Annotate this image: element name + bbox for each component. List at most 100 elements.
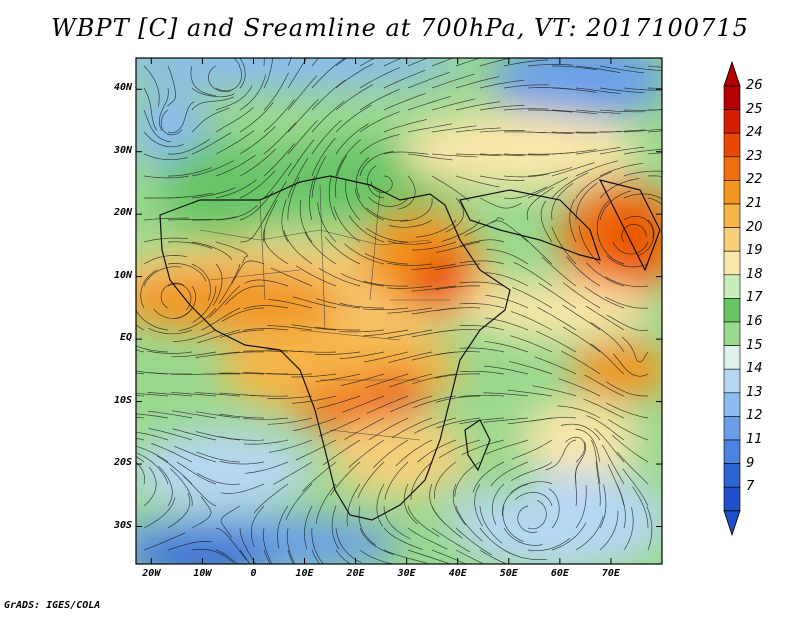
streamline bbox=[148, 327, 193, 335]
streamline bbox=[616, 451, 649, 485]
colorbar-segment bbox=[723, 463, 741, 488]
streamline bbox=[200, 307, 241, 331]
streamline bbox=[599, 190, 632, 221]
streamline bbox=[445, 197, 464, 233]
streamline bbox=[354, 188, 385, 221]
streamline bbox=[311, 100, 345, 133]
streamline bbox=[551, 109, 597, 114]
streamline bbox=[623, 170, 662, 177]
lat-label: 10S bbox=[113, 394, 132, 406]
streamline bbox=[557, 405, 601, 419]
streamline bbox=[143, 497, 176, 529]
streamline bbox=[335, 123, 369, 155]
streamline bbox=[136, 324, 145, 331]
streamline bbox=[277, 505, 289, 549]
streamline bbox=[335, 527, 362, 563]
streamline bbox=[483, 365, 529, 375]
chart-title: WBPT [C] and Sreamline at 700hPa, VT: 20… bbox=[51, 14, 749, 42]
streamline bbox=[460, 239, 505, 247]
streamline bbox=[182, 475, 217, 507]
streamline bbox=[270, 267, 313, 287]
streamline bbox=[501, 483, 529, 517]
streamline bbox=[412, 373, 457, 385]
streamline bbox=[485, 272, 529, 287]
streamline bbox=[365, 373, 409, 389]
colorbar-segment bbox=[723, 486, 741, 512]
streamline bbox=[239, 58, 246, 89]
streamline bbox=[136, 309, 169, 331]
streamline bbox=[558, 378, 601, 397]
streamline bbox=[479, 197, 522, 209]
streamline bbox=[143, 255, 188, 265]
streamline bbox=[317, 202, 337, 243]
lat-label: 40N bbox=[113, 82, 132, 94]
streamline bbox=[291, 350, 337, 353]
streamline bbox=[359, 134, 400, 155]
streamline bbox=[239, 102, 274, 133]
streamline bbox=[575, 485, 587, 529]
streamline bbox=[315, 373, 361, 382]
streamline bbox=[346, 483, 361, 526]
streamline bbox=[526, 187, 554, 221]
streamline bbox=[287, 58, 308, 89]
coastlines bbox=[159, 175, 661, 521]
streamline bbox=[513, 262, 553, 287]
streamline bbox=[335, 84, 373, 111]
streamline bbox=[583, 398, 625, 419]
colorbar-label: 22 bbox=[746, 172, 763, 188]
streamline bbox=[262, 199, 278, 243]
streamline bbox=[623, 507, 634, 551]
lon-label: 20W bbox=[142, 568, 161, 579]
streamline bbox=[291, 395, 337, 404]
streamline bbox=[551, 172, 589, 199]
streamline bbox=[575, 515, 604, 551]
streamline bbox=[215, 107, 254, 133]
streamline bbox=[219, 351, 265, 356]
streamline bbox=[599, 146, 645, 155]
streamline bbox=[594, 428, 625, 463]
streamline bbox=[459, 281, 505, 287]
streamline bbox=[158, 87, 169, 131]
streamline bbox=[167, 541, 212, 551]
streamline bbox=[537, 306, 577, 331]
streamline bbox=[519, 233, 553, 265]
streamline bbox=[455, 175, 500, 188]
streamline bbox=[417, 439, 457, 463]
streamline bbox=[263, 99, 295, 133]
streamline bbox=[304, 505, 313, 550]
streamline bbox=[511, 461, 553, 481]
streamline bbox=[459, 347, 505, 353]
colorbar-label: 24 bbox=[746, 125, 763, 141]
lon-label: 20E bbox=[346, 568, 365, 579]
streamline bbox=[486, 249, 529, 265]
streamline bbox=[590, 322, 625, 353]
streamline bbox=[411, 263, 457, 270]
streamline bbox=[253, 483, 289, 514]
streamline bbox=[335, 63, 374, 89]
streamline bbox=[322, 439, 361, 466]
colorbar-label: 11 bbox=[746, 432, 763, 447]
streamline bbox=[287, 139, 315, 177]
streamline bbox=[287, 157, 309, 199]
colorbar-segment bbox=[723, 156, 741, 181]
streamline bbox=[551, 149, 597, 155]
lat-label: 10N bbox=[113, 269, 132, 281]
streamline bbox=[511, 311, 553, 331]
streamline bbox=[490, 220, 529, 243]
streamline bbox=[171, 351, 217, 358]
streamline bbox=[407, 123, 453, 133]
streamline bbox=[632, 486, 649, 529]
streamline bbox=[527, 131, 573, 134]
streamline bbox=[435, 351, 481, 356]
streamline bbox=[503, 153, 549, 156]
streamline bbox=[158, 465, 173, 507]
streamline bbox=[243, 394, 289, 397]
streamline bbox=[273, 461, 313, 485]
streamline bbox=[485, 439, 529, 455]
streamline bbox=[342, 395, 385, 413]
lat-label: EQ bbox=[119, 332, 132, 344]
streamline bbox=[599, 178, 640, 199]
streamline bbox=[231, 260, 265, 284]
lon-label: 30E bbox=[397, 568, 416, 579]
streamline bbox=[434, 461, 457, 499]
